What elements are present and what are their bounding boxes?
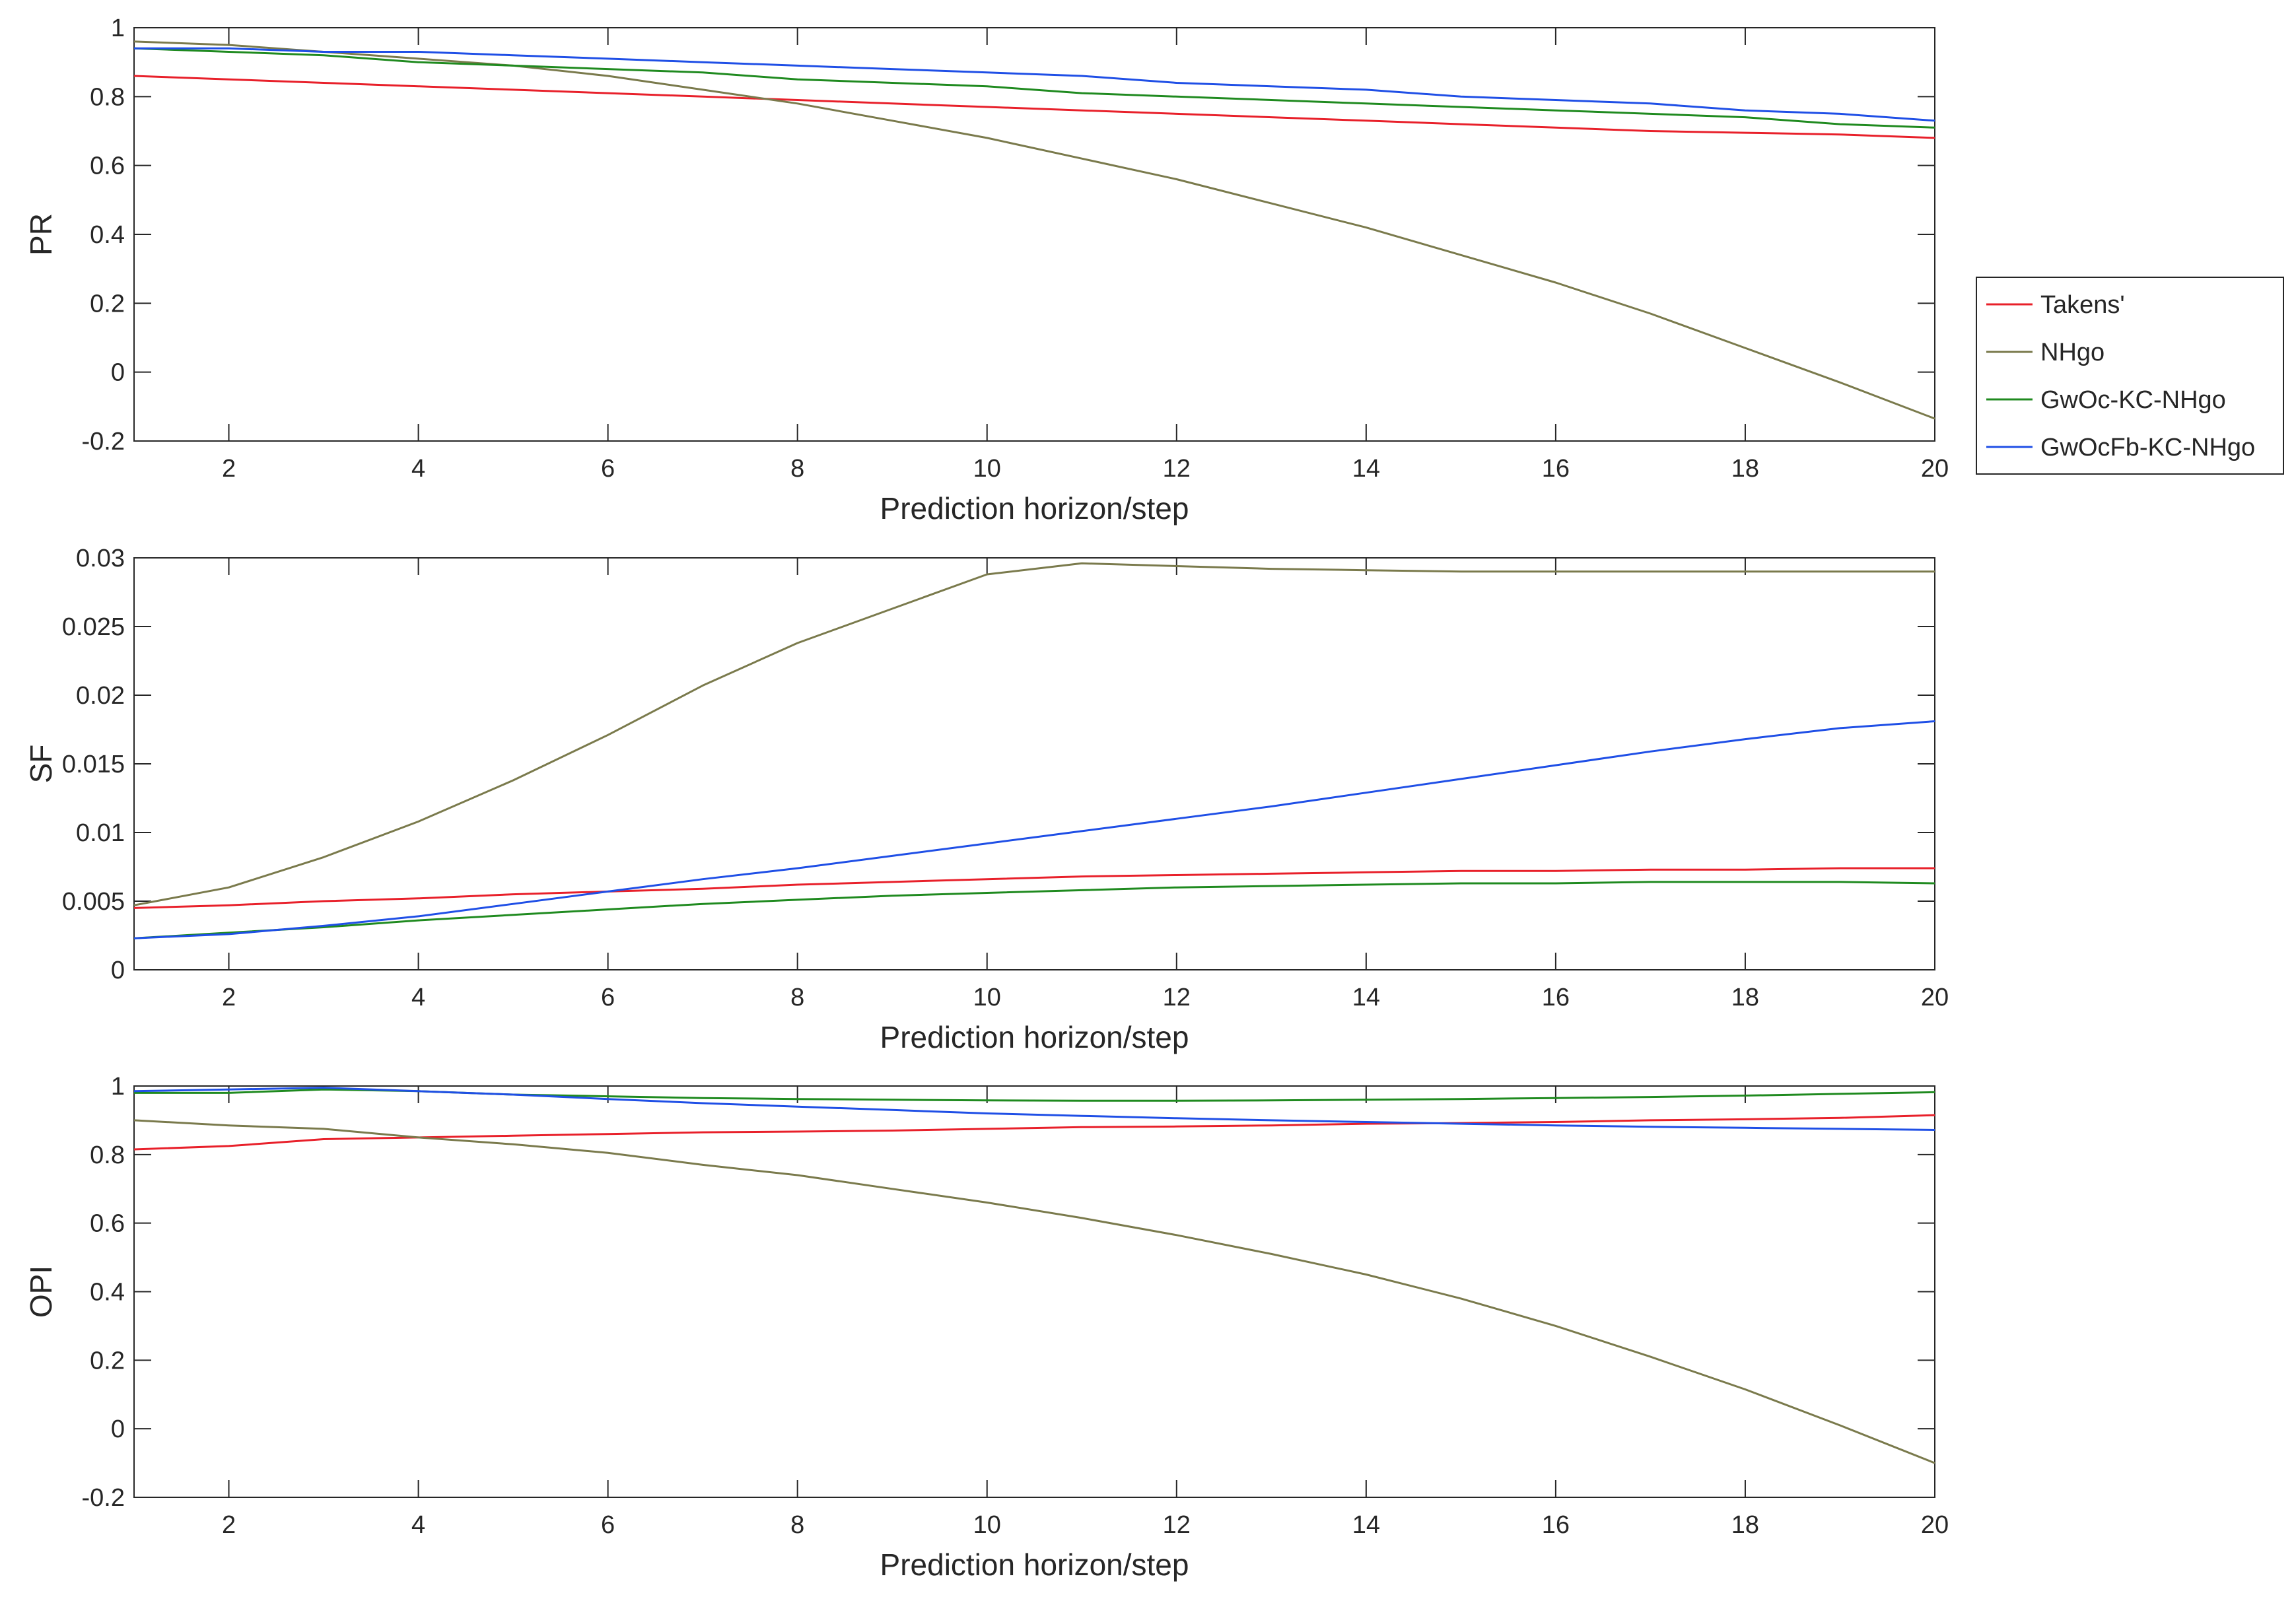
opi-xtick-label: 10 — [973, 1511, 1001, 1539]
opi-ytick-label: 0.2 — [90, 1347, 125, 1375]
pr-ytick-label: -0.2 — [82, 428, 125, 456]
sf-xtick-label: 6 — [601, 984, 615, 1011]
sf-xtick-label: 10 — [973, 984, 1001, 1011]
pr-xtick-label: 18 — [1731, 455, 1759, 483]
sf-xtick-label: 14 — [1352, 984, 1380, 1011]
opi-xtick-label: 18 — [1731, 1511, 1759, 1539]
sf-series-nhgo — [133, 562, 1935, 906]
panel-opi: 2 4 6 8 10 12 14 16 18 20 -0.2 0 0.2 0.4 0.6 0.8 1 Predic… — [24, 1073, 1949, 1582]
sf-xlabel: Prediction horizon/step — [880, 1020, 1189, 1054]
opi-xtick-label: 6 — [601, 1511, 615, 1539]
sf-ytick-label: 0.025 — [62, 613, 125, 641]
opi-ytick-label: 0.8 — [90, 1141, 125, 1169]
opi-xtick-label: 8 — [790, 1511, 804, 1539]
pr-xtick-label: 16 — [1542, 455, 1570, 483]
pr-xtick-label: 8 — [790, 455, 804, 483]
pr-series-gwoc-kc-nhgo — [133, 47, 1935, 129]
pr-xtick-label: 12 — [1163, 455, 1191, 483]
opi-ytick-label: 1 — [111, 1073, 125, 1101]
sf-xtick-label: 8 — [790, 984, 804, 1011]
opi-xlabel: Prediction horizon/step — [880, 1547, 1189, 1582]
pr-ytick-label: 0 — [111, 359, 125, 387]
pr-series-nhgo — [133, 40, 1935, 420]
sf-xtick-label: 2 — [222, 984, 236, 1011]
sf-ytick-label: 0.01 — [76, 819, 125, 847]
panel-sf: 2 4 6 8 10 12 14 16 18 20 0 0.005 0.01 0.015 0.02 0.025… — [24, 545, 1949, 1054]
pr-xtick-label: 2 — [222, 455, 236, 483]
legend: Takens' NHgo GwOc-KC-NHgo GwOcFb-KC-NHgo — [1976, 277, 2284, 475]
opi-xtick-label: 14 — [1352, 1511, 1380, 1539]
sf-series-takens — [133, 867, 1935, 909]
panel-pr: 2 4 6 8 10 12 14 16 18 20 -0.2 0 0.2 0.4 0.6 0.8 1 Predic… — [24, 15, 1949, 526]
opi-axes-box — [133, 1085, 1935, 1498]
pr-xtick-label: 20 — [1921, 455, 1949, 483]
opi-xtick-label: 20 — [1921, 1511, 1949, 1539]
pr-axes-box — [133, 27, 1935, 442]
opi-ytick-label: 0 — [111, 1415, 125, 1443]
opi-xtick-label: 4 — [411, 1511, 425, 1539]
opi-ytick-label: 0.4 — [90, 1279, 125, 1307]
opi-ytick-label: 0.6 — [90, 1210, 125, 1238]
pr-series-takens — [133, 75, 1935, 139]
legend-label-gwoc-kc-nhgo: GwOc-KC-NHgo — [2040, 386, 2226, 414]
sf-xtick-label: 20 — [1921, 984, 1949, 1011]
opi-xtick-label: 16 — [1542, 1511, 1570, 1539]
sf-ytick-label: 0.02 — [76, 682, 125, 710]
opi-xtick-label: 12 — [1163, 1511, 1191, 1539]
pr-ytick-label: 0.4 — [90, 221, 125, 249]
pr-xtick-label: 6 — [601, 455, 615, 483]
sf-ytick-label: 0.015 — [62, 751, 125, 778]
sf-xtick-label: 18 — [1731, 984, 1759, 1011]
pr-xtick-label: 10 — [973, 455, 1001, 483]
pr-xtick-label: 4 — [411, 455, 425, 483]
sf-series-gwocfb-kc-nhgo — [133, 720, 1935, 939]
pr-ytick-label: 0.6 — [90, 153, 125, 180]
pr-ytick-label: 1 — [111, 15, 125, 42]
sf-ytick-label: 0.005 — [62, 888, 125, 916]
sf-ytick-label: 0.03 — [76, 545, 125, 572]
pr-xtick-label: 14 — [1352, 455, 1380, 483]
opi-ylabel: OPI — [24, 1266, 58, 1318]
opi-xtick-label: 2 — [222, 1511, 236, 1539]
sf-axes-box — [133, 557, 1935, 970]
legend-label-gwocfb-kc-nhgo: GwOcFb-KC-NHgo — [2040, 434, 2255, 461]
pr-ytick-label: 0.8 — [90, 83, 125, 111]
legend-box — [1976, 277, 2284, 475]
pr-ytick-label: 0.2 — [90, 290, 125, 318]
sf-ylabel: SF — [24, 745, 58, 784]
pr-xlabel: Prediction horizon/step — [880, 491, 1189, 526]
sf-xtick-label: 4 — [411, 984, 425, 1011]
opi-series-gwocfb-kc-nhgo — [133, 1087, 1935, 1131]
legend-label-nhgo: NHgo — [2040, 339, 2105, 366]
sf-ytick-label: 0 — [111, 957, 125, 984]
opi-series-takens — [133, 1114, 1935, 1151]
sf-series-gwoc-kc-nhgo — [133, 881, 1935, 939]
pr-ylabel: PR — [24, 213, 58, 255]
legend-entry-takens: Takens' — [1986, 291, 2125, 319]
opi-series-nhgo — [133, 1119, 1935, 1464]
sf-xtick-label: 16 — [1542, 984, 1570, 1011]
legend-label-takens: Takens' — [2040, 291, 2125, 319]
pr-series-gwocfb-kc-nhgo — [134, 47, 1935, 122]
legend-entry-gwocfb-kc-nhgo: GwOcFb-KC-NHgo — [1986, 434, 2255, 461]
opi-ytick-label: -0.2 — [82, 1484, 125, 1512]
legend-entry-gwoc-kc-nhgo: GwOc-KC-NHgo — [1986, 386, 2226, 414]
sf-xtick-label: 12 — [1163, 984, 1191, 1011]
legend-entry-nhgo: NHgo — [1986, 339, 2105, 366]
